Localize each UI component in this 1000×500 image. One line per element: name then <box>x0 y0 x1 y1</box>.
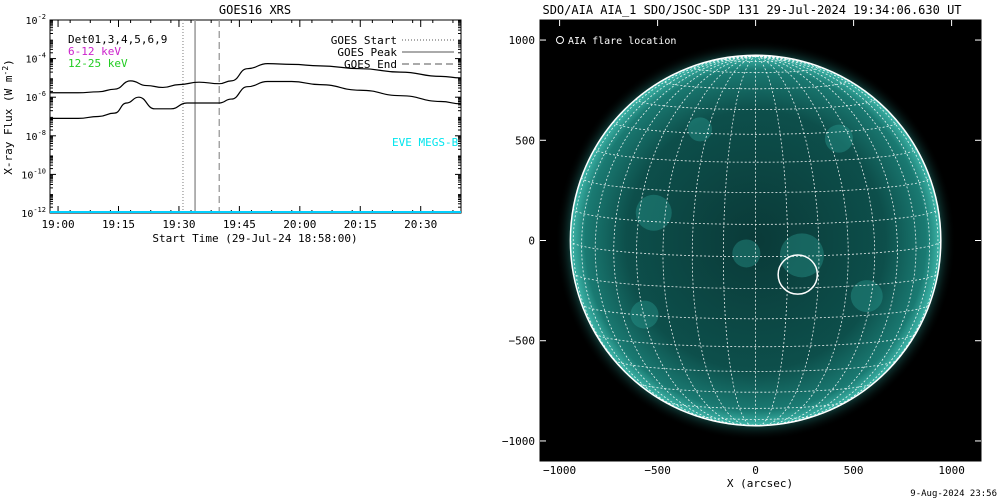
grid-line <box>572 55 756 406</box>
grid-line <box>691 55 756 426</box>
grid-line <box>614 360 897 372</box>
goes-event-markers <box>182 20 220 213</box>
image-y-axis: 1000 500 0 −500 −1000 <box>502 34 981 448</box>
x-tick-label: 19:45 <box>223 218 256 231</box>
y-tick-label: 10-2 <box>26 13 46 27</box>
active-region <box>850 280 883 313</box>
grid-line <box>755 55 789 426</box>
flare-legend-marker <box>556 36 564 44</box>
grid-line <box>613 55 756 426</box>
energy-legend-item: Det01,3,4,5,6,9 <box>68 33 167 46</box>
xrs-series <box>50 63 461 119</box>
grid-line <box>755 55 876 426</box>
footer-timestamp: 9-Aug-2024 23:56 <box>910 489 997 499</box>
grid-line <box>755 55 820 426</box>
heliographic-grid <box>570 55 941 426</box>
grid-line <box>636 382 875 393</box>
grid-line <box>613 120 898 135</box>
x-tick-label: 20:15 <box>344 218 377 231</box>
image-y-tick-label: 500 <box>515 134 535 147</box>
active-region <box>688 117 713 142</box>
image-x-tick-label: 1000 <box>938 464 965 477</box>
grid-line <box>570 240 941 257</box>
grid-line <box>594 55 756 424</box>
y-axis-label: X-ray Flux (W m-2) <box>1 59 15 175</box>
image-x-axis-label: X (arcsec) <box>727 477 793 490</box>
grid-line <box>693 414 818 420</box>
flare-location-circle <box>777 254 819 295</box>
active-region <box>732 239 761 268</box>
y-tick-label: 10-12 <box>21 206 46 220</box>
image-y-tick-label: −500 <box>509 335 536 348</box>
grid-line <box>664 401 847 409</box>
aia-image-panel: SDO/AIA AIA_1 SDO/JSOC-SDP 131 29-Jul-20… <box>502 3 982 490</box>
x-tick-label: 20:00 <box>283 218 316 231</box>
grid-line <box>636 55 756 426</box>
y-tick-label: 10-6 <box>26 90 46 104</box>
image-x-tick-label: 0 <box>752 464 759 477</box>
image-x-tick-label: −1000 <box>543 464 576 477</box>
solar-limb <box>569 54 942 427</box>
y-axis: 10-2 10-4 10-6 10-8 10-10 10-12 <box>21 13 461 220</box>
image-y-tick-label: −1000 <box>502 435 535 448</box>
y-tick-label: 10-4 <box>26 52 46 66</box>
image-x-axis: −1000 −500 0 500 1000 <box>543 20 965 477</box>
grid-line <box>755 55 758 57</box>
image-y-tick-label: 1000 <box>509 34 536 47</box>
grid-line <box>755 55 941 241</box>
grid-line <box>755 55 898 426</box>
grid-line <box>570 55 756 241</box>
y-tick-label: 10-8 <box>26 129 46 143</box>
grid-line <box>755 55 849 426</box>
x-tick-label: 19:00 <box>41 218 74 231</box>
eve-megs-label: EVE MEGS-B <box>392 136 459 149</box>
chart-title: GOES16 XRS <box>219 3 291 17</box>
grid-line <box>581 55 756 420</box>
x-tick-label: 20:30 <box>404 218 437 231</box>
x-tick-label: 19:30 <box>162 218 195 231</box>
grid-line <box>595 333 916 348</box>
image-x-tick-label: −500 <box>644 464 671 477</box>
grid-line <box>581 303 930 320</box>
grid-line <box>691 65 820 73</box>
flare-legend-label: AIA flare location <box>568 36 676 47</box>
x-axis-label: Start Time (29-Jul-24 18:58:00) <box>152 232 357 245</box>
grid-line <box>755 55 761 57</box>
image-x-tick-label: 500 <box>844 464 864 477</box>
y-tick-label: 10-10 <box>21 167 46 181</box>
marker-legend-label: GOES Start <box>331 34 397 47</box>
grid-line <box>755 55 917 424</box>
grid-line <box>662 55 756 426</box>
energy-legend-item: 6-12 keV <box>68 45 121 58</box>
grid-line <box>722 55 756 426</box>
marker-legend-label: GOES End <box>344 58 397 71</box>
image-y-tick-label: 0 <box>528 235 535 248</box>
grid-line <box>755 55 939 406</box>
grid-line <box>755 55 931 420</box>
x-axis: 19:00 19:15 19:30 19:45 20:00 20:15 20:30 <box>41 20 454 231</box>
image-title: SDO/AIA AIA_1 SDO/JSOC-SDP 131 29-Jul-20… <box>542 3 961 17</box>
flux-line-1 <box>50 80 461 119</box>
active-region <box>635 194 672 231</box>
flux-line-0 <box>50 63 461 94</box>
active-region <box>824 124 853 153</box>
energy-legend-item: 12-25 keV <box>68 57 128 70</box>
x-tick-label: 19:15 <box>102 218 135 231</box>
grid-line <box>594 147 917 163</box>
active-region <box>630 300 659 329</box>
goes-xrs-chart: GOES16 XRS 10-2 10-4 10-6 10-8 10-10 10-12 19… <box>1 3 462 245</box>
marker-legend-label: GOES Peak <box>337 46 397 59</box>
